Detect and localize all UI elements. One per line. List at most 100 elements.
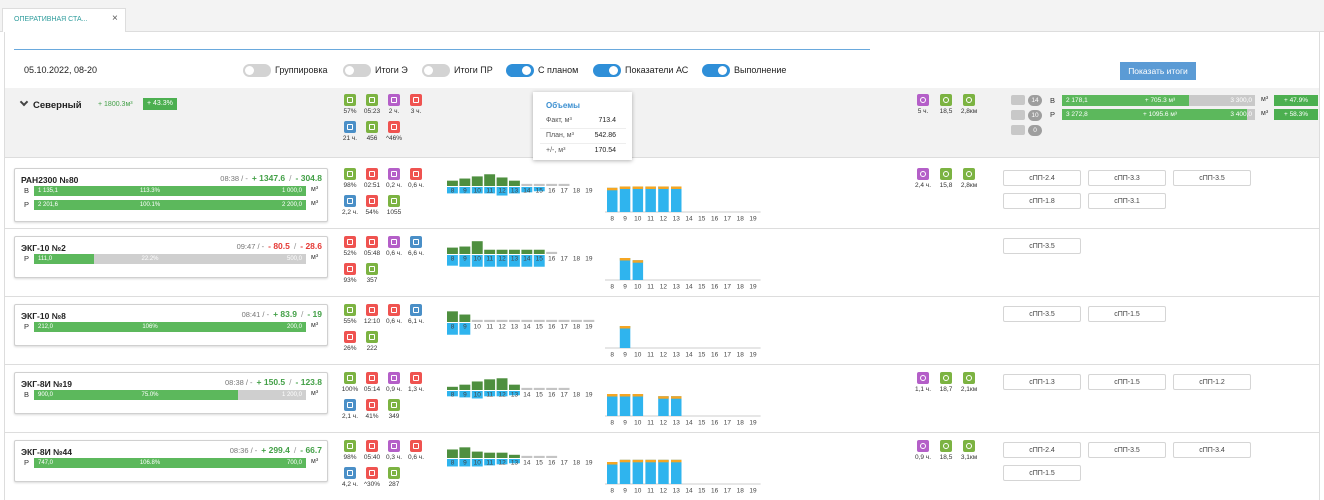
icon-value: 21 ч. — [342, 135, 358, 142]
toggle-label: Группировка — [275, 65, 328, 75]
stat-value: 2,8км — [960, 108, 978, 115]
machine-name: ЭКГ-8И №19 — [21, 379, 73, 389]
stat-value: 18,5 — [939, 454, 953, 461]
stat-glyph — [966, 375, 972, 381]
icon-value: 54% — [365, 209, 379, 216]
icon-value: 41% — [365, 413, 379, 420]
group-percent: + 43.3% — [143, 98, 177, 110]
icon-value: 98% — [343, 182, 357, 189]
stat-glyph — [943, 171, 949, 177]
machine-name: РАН2300 №80 — [21, 175, 79, 185]
row-divider — [5, 432, 1319, 433]
station-chip[interactable]: сПП-1.5 — [1088, 306, 1166, 322]
icon-value: 0,6 ч. — [385, 250, 403, 257]
station-chip[interactable]: сПП-3.1 — [1088, 193, 1166, 209]
tab-strip — [0, 0, 1324, 32]
station-chip[interactable]: сПП-2.4 — [1003, 170, 1081, 186]
delta-plus: - 80.5 — [268, 241, 290, 251]
icon-glyph — [391, 124, 397, 130]
icon-value: 2,2 ч. — [341, 209, 359, 216]
stat-glyph — [966, 97, 972, 103]
icon-value: 1,3 ч. — [407, 386, 425, 393]
bar-label: В — [24, 390, 30, 399]
total-label: Р — [1050, 110, 1056, 119]
icon-glyph — [369, 443, 375, 449]
bar-unit: м³ — [311, 200, 319, 207]
icon-value: 26% — [343, 345, 357, 352]
bar-unit: м³ — [311, 458, 319, 465]
station-chip[interactable]: сПП-3.3 — [1088, 170, 1166, 186]
bar-plan: 200,0 — [286, 324, 302, 330]
icon-glyph — [391, 198, 397, 204]
stat-glyph — [943, 97, 949, 103]
icon-glyph — [347, 443, 353, 449]
counter-badge: 0 — [1028, 125, 1042, 136]
icon-glyph — [369, 171, 375, 177]
stat-glyph — [966, 171, 972, 177]
bar-label: Р — [24, 254, 30, 263]
total-delta: + 1095.6 м³ — [1143, 111, 1177, 118]
icon-value: ^30% — [363, 481, 381, 488]
progress-track — [34, 186, 306, 196]
progress-fill — [34, 186, 306, 196]
machine-delta: 09:47 / -- 80.5/- 28.6 — [150, 241, 322, 251]
total-plan: 3 400,0 — [1230, 111, 1252, 118]
station-chip[interactable]: сПП-1.5 — [1088, 374, 1166, 390]
toggle-label: Итоги ПР — [454, 65, 493, 75]
icon-glyph — [347, 307, 353, 313]
total-track — [1062, 109, 1255, 120]
icon-glyph — [369, 375, 375, 381]
station-chip[interactable]: сПП-3.5 — [1088, 442, 1166, 458]
bar-label: Р — [24, 458, 30, 467]
icon-glyph — [413, 171, 419, 177]
bar-fact: 212,0 — [38, 324, 54, 330]
icon-value: 456 — [366, 135, 378, 142]
tooltip-label: План, м³ — [546, 132, 574, 139]
show-totals-button[interactable]: Показать итоги — [1120, 62, 1196, 80]
icon-value: 2,1 ч. — [341, 413, 359, 420]
icon-glyph — [369, 266, 375, 272]
tab-title[interactable]: ОПЕРАТИВНАЯ СТА... — [14, 16, 88, 23]
delta-minus: - 19 — [307, 309, 322, 319]
bar-percent: 75.0% — [141, 392, 159, 398]
tab-close[interactable]: × — [112, 13, 118, 24]
delta-minus: - 66.7 — [300, 445, 322, 455]
delta-sep: / — [300, 309, 304, 319]
icon-glyph — [413, 443, 419, 449]
station-chip[interactable]: сПП-1.8 — [1003, 193, 1081, 209]
station-chip[interactable]: сПП-2.4 — [1003, 442, 1081, 458]
icon-value: 52% — [343, 250, 357, 257]
total-percent: + 58.3% — [1274, 109, 1318, 120]
icon-glyph — [391, 402, 397, 408]
station-chip[interactable]: сПП-3.5 — [1003, 238, 1081, 254]
bar-percent: 100.1% — [139, 202, 161, 208]
stat-value: 0,9 ч. — [914, 454, 932, 461]
tooltip-value: 713.4 — [598, 117, 616, 124]
icon-value: 0,6 ч. — [407, 182, 425, 189]
progress-track — [34, 458, 306, 468]
station-chip[interactable]: сПП-1.3 — [1003, 374, 1081, 390]
machine-delta: 08:41 / - + 83.9/- 19 — [150, 309, 322, 319]
bar-percent: 113.3% — [140, 188, 160, 194]
tab[interactable] — [2, 8, 126, 32]
tooltip — [533, 92, 632, 160]
delta-sep: / — [293, 241, 297, 251]
station-chip[interactable]: сПП-3.5 — [1173, 170, 1251, 186]
toggle-label: Показатели АС — [625, 65, 689, 75]
total-fact: 2 178,1 — [1066, 97, 1088, 104]
equipment-icon — [1011, 110, 1025, 120]
station-chip[interactable]: сПП-1.2 — [1173, 374, 1251, 390]
stat-value: 18,7 — [939, 386, 953, 393]
total-fill — [1062, 95, 1190, 106]
tooltip-value: 542.86 — [594, 132, 616, 139]
date: 05.10.2022, 08-20 — [24, 65, 98, 75]
station-chip[interactable]: сПП-1.5 — [1003, 465, 1081, 481]
station-chip[interactable]: сПП-3.4 — [1173, 442, 1251, 458]
total-fact: 3 272,8 — [1066, 111, 1088, 118]
toggle-label: Итоги Э — [375, 65, 408, 75]
station-chip[interactable]: сПП-3.5 — [1003, 306, 1081, 322]
icon-value: 05:14 — [363, 386, 381, 393]
bar-unit: м³ — [311, 254, 319, 261]
icon-glyph — [347, 124, 353, 130]
